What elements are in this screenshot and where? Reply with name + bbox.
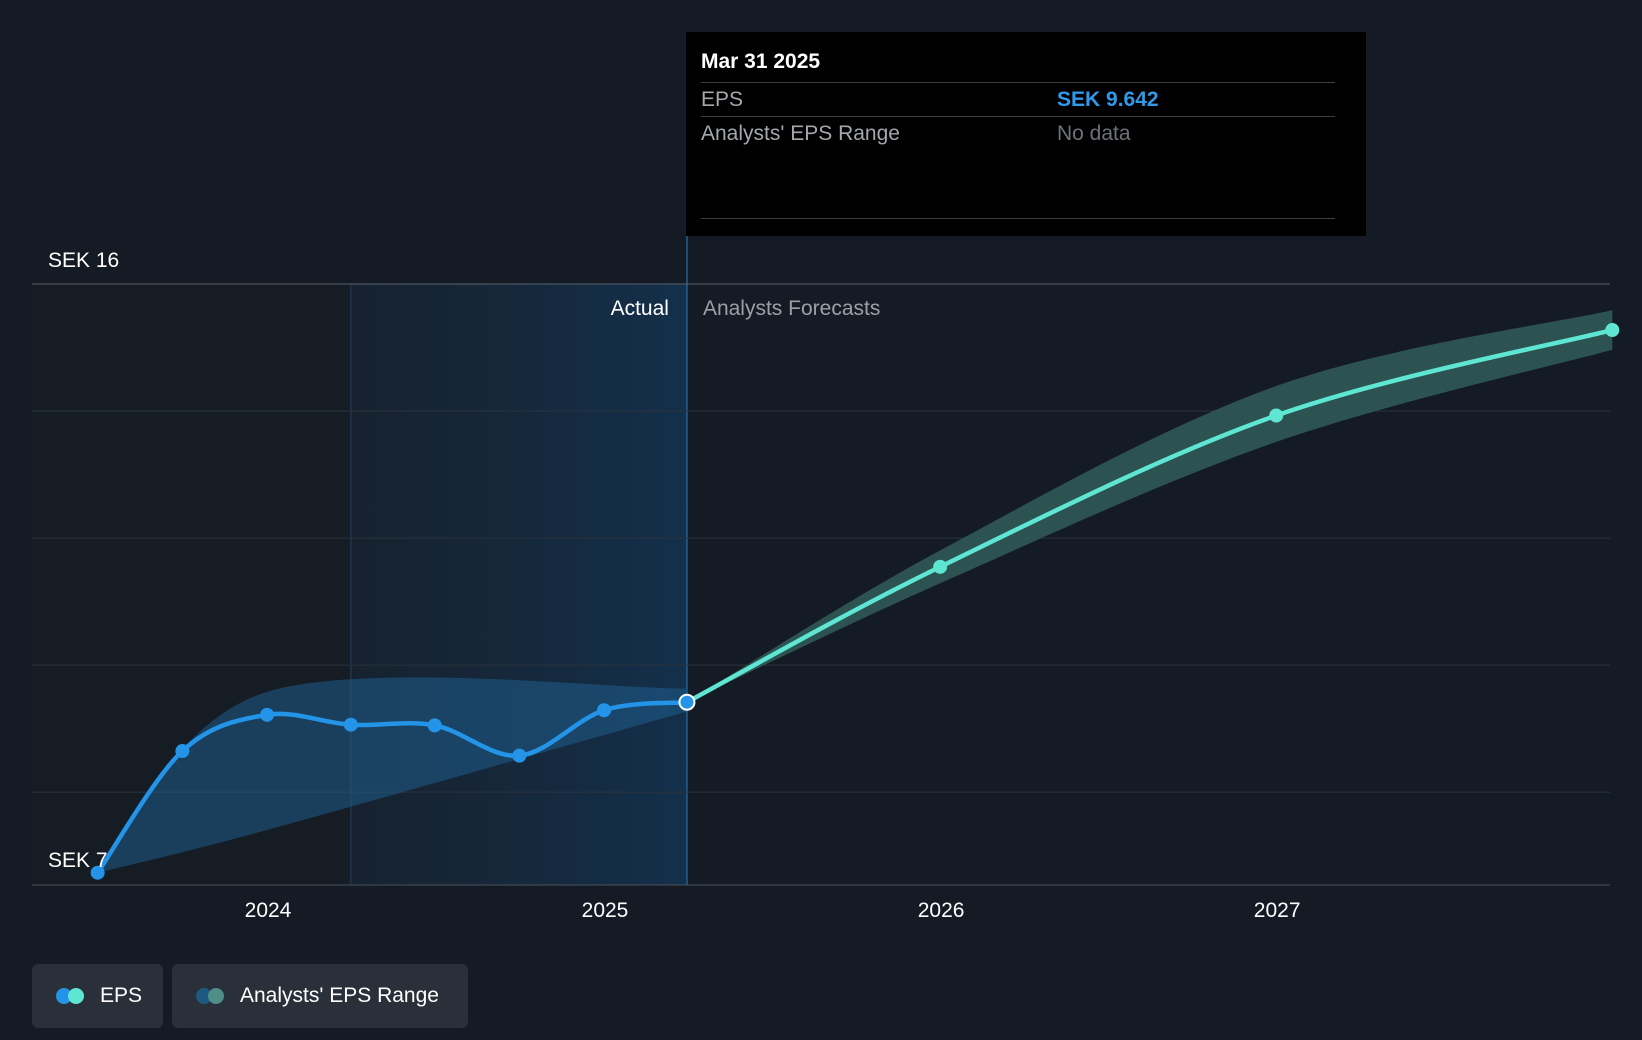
x-tick-label: 2026 — [918, 899, 965, 922]
actual-region — [350, 284, 687, 885]
forecast-section-label: Analysts Forecasts — [703, 297, 880, 320]
forecast-eps-range-band — [686, 310, 1613, 703]
tooltip-eps-value: SEK 9.642 — [1057, 88, 1159, 111]
actual-eps-range-band — [97, 677, 687, 873]
actual-eps-point — [678, 693, 696, 711]
tooltip-date: Mar 31 2025 — [701, 50, 821, 73]
tooltip-divider — [701, 218, 1335, 219]
tooltip-row-range: Analysts' EPS Range No data — [701, 116, 1335, 150]
actual-section-label: Actual — [611, 297, 669, 320]
actual-eps-point — [260, 707, 275, 722]
legend-range-forecast-icon — [208, 988, 224, 1004]
legend-item-eps[interactable]: EPS — [32, 964, 163, 1028]
legend-eps-forecast-icon — [68, 988, 84, 1004]
actual-eps-point — [175, 744, 190, 759]
forecast-eps-line — [684, 327, 1615, 705]
tooltip-row-eps: EPS SEK 9.642 — [701, 82, 1335, 116]
tooltip-range-label: Analysts' EPS Range — [701, 122, 900, 145]
tooltip: Mar 31 2025 EPS SEK 9.642 Analysts' EPS … — [686, 32, 1366, 236]
legend-eps-label: EPS — [100, 984, 143, 1007]
actual-eps-point — [427, 718, 442, 733]
actual-eps-point — [597, 703, 612, 718]
x-tick-label: 2024 — [245, 899, 292, 922]
forecast-eps-point — [1605, 323, 1620, 338]
legend-item-range[interactable]: Analysts' EPS Range — [172, 964, 468, 1028]
tooltip-range-value: No data — [1057, 122, 1131, 145]
y-axis-label-min: SEK 7 — [48, 849, 108, 872]
y-axis-label-max: SEK 16 — [48, 249, 119, 272]
actual-eps-point — [90, 865, 105, 880]
legend-range-label: Analysts' EPS Range — [240, 984, 439, 1007]
forecast-eps-point — [1269, 408, 1284, 423]
x-tick-label: 2025 — [582, 899, 629, 922]
actual-eps-point — [343, 717, 358, 732]
actual-eps-point — [512, 748, 527, 763]
forecast-eps-point — [933, 559, 948, 574]
x-tick-label: 2027 — [1254, 899, 1301, 922]
tooltip-eps-label: EPS — [701, 88, 744, 111]
